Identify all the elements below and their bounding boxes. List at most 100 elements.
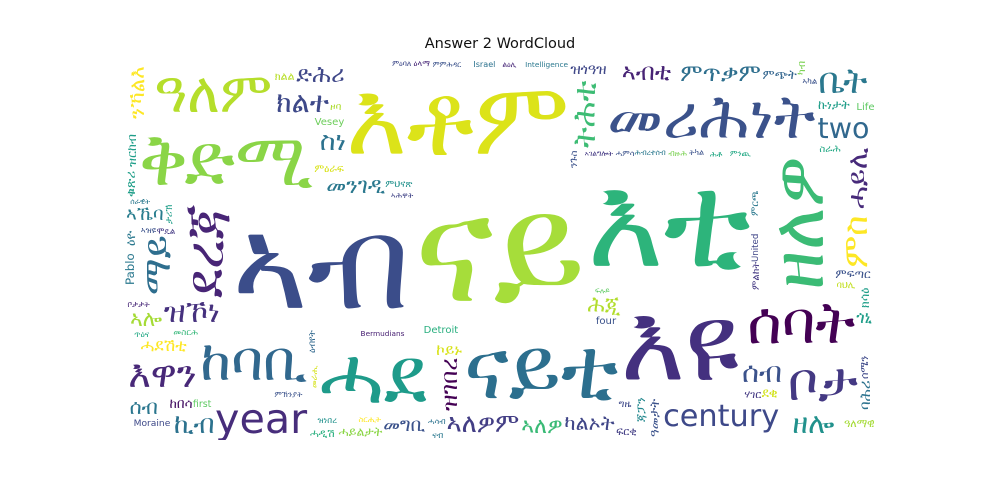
word-30: ምጥቃም <box>680 60 761 87</box>
word-116: ልዕሊ <box>502 60 517 69</box>
word-120: ኣዝዩ <box>140 225 156 236</box>
word-18: እዋን <box>128 352 197 397</box>
word-29: ትሕቲ <box>567 80 604 149</box>
word-52: ኮይኑ <box>436 340 463 360</box>
word-4: እዩ <box>620 278 739 406</box>
word-107: ስራሕ <box>819 143 841 155</box>
word-17: century <box>663 399 780 434</box>
word-65: ከበሳ <box>169 396 193 413</box>
word-91: ክልል <box>274 70 295 84</box>
word-102: ዕላማ <box>413 60 430 69</box>
word-112: ሕብረተሰብ <box>634 148 666 158</box>
word-99: ንጉስ <box>568 150 580 168</box>
word-47: ምዕራፍ <box>314 162 344 175</box>
word-51: ኩነታት <box>817 97 850 113</box>
word-138: ናብ <box>432 429 444 440</box>
word-12: ከባቢ <box>200 329 308 395</box>
word-117: ምዕባለ <box>392 60 412 69</box>
word-38: ኣኼባ <box>125 203 164 225</box>
word-136: ሕቶ <box>709 148 723 159</box>
word-32: ሰብ <box>742 355 782 390</box>
word-63: Bermudians <box>360 328 405 338</box>
word-80: Life <box>856 101 875 113</box>
word-81: four <box>595 315 617 327</box>
word-23: መንገዲ <box>326 172 386 199</box>
word-106: ትካል <box>689 147 705 157</box>
word-124: መራሒ <box>309 365 320 388</box>
word-108: Intelligence <box>525 60 569 70</box>
word-46: ሰብ <box>129 394 158 419</box>
word-139: ካብ <box>795 60 808 75</box>
word-26: ኪብ <box>173 409 215 440</box>
word-70: ኣሕዋት <box>390 189 414 200</box>
word-104: ምርጫ <box>750 190 762 217</box>
chart-title: Answer 2 WordCloud <box>424 36 576 52</box>
word-6: ናይቲ <box>463 318 619 418</box>
word-33: ዘሎ <box>792 406 835 440</box>
word-62: ደቂ <box>761 386 778 402</box>
word-24: ምስ <box>836 215 875 269</box>
word-78: ቦታታት <box>127 298 150 309</box>
word-2: እቲ <box>587 146 751 297</box>
word-31: ኣብቲ <box>621 60 672 87</box>
word-82: Israel <box>473 60 496 70</box>
word-111: ባህሊ <box>836 280 855 292</box>
word-60: ጎኒ <box>856 306 872 327</box>
word-49: ጃፓን <box>633 397 649 422</box>
word-54: ባሕሪ <box>856 380 875 410</box>
word-36: ቤት <box>818 60 868 102</box>
word-113: ምምሕዳር <box>432 60 462 69</box>
word-123: ጥዕና <box>134 328 150 339</box>
word-34: ዝገበረ <box>436 358 463 412</box>
word-7: ሓደ <box>319 329 427 422</box>
word-97: Vesey <box>314 117 345 129</box>
word-cloud: ናይ እቲ ኣብ እዩ እቶም ናይቲ ሓደ ቅድሚ ዘለዎ መሪሕነት ሰባት ከባቢ ዓለም ደረጃ ቦ… <box>125 60 875 440</box>
word-74: ምልከት <box>750 262 762 291</box>
word-79: ዝርከብ <box>125 134 139 168</box>
word-64: United <box>751 233 762 263</box>
word-92: ሃገር <box>744 387 762 401</box>
word-90: ዝነበረ <box>317 415 338 426</box>
word-20: ዝኾነ <box>163 295 220 331</box>
word-96: መስርሕ <box>173 327 199 338</box>
word-77: ሓምሳ <box>615 148 635 159</box>
word-114: ታሪኽ <box>164 204 176 224</box>
word-73: ሓሳብ <box>427 415 446 426</box>
word-53: ምፍጣር <box>835 267 871 282</box>
word-58: ፍርቂ <box>616 424 637 438</box>
word-56: ዝጎዓዝ <box>570 61 607 78</box>
word-22: two <box>817 111 870 145</box>
word-37: መግቢ <box>383 414 426 436</box>
word-61: ሓዲሽ <box>309 426 335 440</box>
word-43: ስነ <box>319 125 347 157</box>
word-10: መሪሕነት <box>607 80 816 153</box>
word-13: ዓለም <box>154 60 273 126</box>
word-103: ግዜ <box>618 399 632 411</box>
word-40: ሓደሽቲ <box>140 336 187 357</box>
word-39: ሓይሊ <box>841 147 875 209</box>
word-19: ማይ <box>135 235 180 296</box>
word-3: ኣብ <box>232 188 411 339</box>
word-50: ሓይልታት <box>338 423 383 439</box>
word-35: ድሕሪ <box>296 62 345 89</box>
word-59: ንኻልእ <box>125 66 149 120</box>
word-134: ዕዮ <box>125 230 140 246</box>
word-84: Pablo <box>125 253 138 286</box>
word-25: ኣለዎ <box>521 412 563 439</box>
word-76: ብዙሕ <box>668 147 688 158</box>
word-8: ቅድሚ <box>138 118 314 204</box>
word-100: ስርሒት <box>358 414 382 424</box>
word-16: year <box>215 394 308 440</box>
word-115: ፍሉይ <box>595 286 610 296</box>
word-122: ሞዴል <box>156 226 176 237</box>
word-71: ምንጪ <box>729 147 751 158</box>
word-41: ኣሎ <box>130 306 163 332</box>
word-109: ዕብየት <box>307 329 319 353</box>
word-9: ዘለዎ <box>756 155 842 290</box>
word-105: ዞባ <box>330 102 342 114</box>
word-21: ክልተ <box>276 86 329 120</box>
word-129: ቁጽሪ <box>125 170 140 197</box>
word-55: ምህናጽ <box>385 178 413 190</box>
word-118: ሰራዊት <box>130 197 150 207</box>
word-15: ቦታ <box>787 350 859 413</box>
